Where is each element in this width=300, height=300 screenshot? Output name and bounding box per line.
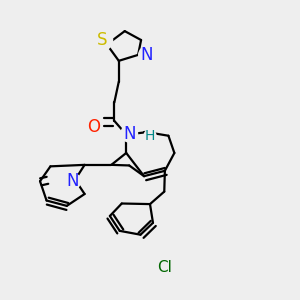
Circle shape: [85, 118, 102, 135]
Text: N: N: [141, 46, 153, 64]
Circle shape: [153, 256, 176, 279]
Text: S: S: [97, 31, 107, 49]
Text: N: N: [123, 125, 135, 143]
Circle shape: [121, 125, 137, 142]
Text: N: N: [66, 172, 78, 190]
Circle shape: [91, 29, 112, 51]
Circle shape: [144, 130, 156, 142]
Circle shape: [64, 173, 80, 190]
Text: Cl: Cl: [157, 260, 172, 275]
Text: O: O: [87, 118, 100, 136]
Text: H: H: [145, 129, 155, 143]
Circle shape: [139, 46, 155, 63]
